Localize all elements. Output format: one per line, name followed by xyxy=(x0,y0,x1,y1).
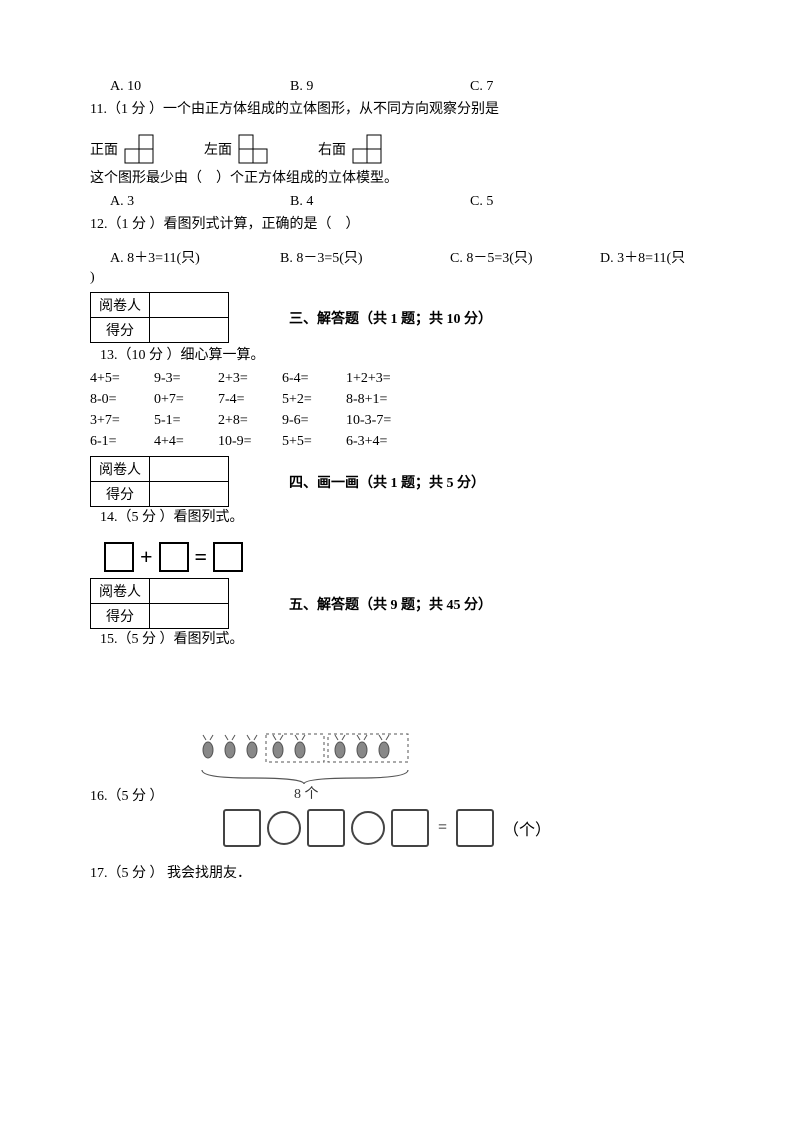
score-val2 xyxy=(150,318,229,343)
section5-line: 阅卷人 得分 五、解答题（共 9 题；共 45 分） xyxy=(90,578,704,629)
q13-cell: 7-4= xyxy=(218,389,282,410)
eq-box-icon xyxy=(456,809,494,847)
section5-title: 五、解答题（共 9 题；共 45 分） xyxy=(289,594,492,614)
q11-choices: A. 3 B. 4 C. 5 xyxy=(90,191,704,212)
q16-tail: （个） xyxy=(503,816,551,840)
score-val1 xyxy=(150,293,229,318)
eq-box-icon xyxy=(213,542,243,572)
q11-front-group: 正面 xyxy=(90,134,174,164)
eq-box-icon xyxy=(104,542,134,572)
q11-front-icon xyxy=(124,134,168,164)
brace-label: 8 个 xyxy=(294,786,319,802)
q14-stem: 14.（5 分 ）看图列式。 xyxy=(100,507,704,528)
q11-left-icon xyxy=(238,134,282,164)
q13-cell: 4+5= xyxy=(90,368,154,389)
score-table-5: 阅卷人 得分 xyxy=(90,578,229,629)
section3-line: 阅卷人 得分 三、解答题（共 1 题；共 10 分） xyxy=(90,292,704,343)
score-row1: 阅卷人 xyxy=(91,579,150,604)
eq-box-icon xyxy=(159,542,189,572)
q11-right-icon xyxy=(352,134,396,164)
q12-choice-c: C. 8－5=3(只) xyxy=(450,247,600,267)
q13-cell: 10-3-7= xyxy=(346,410,430,431)
q11-choice-c: C. 5 xyxy=(470,191,650,212)
score-row2: 得分 xyxy=(91,482,150,507)
q16-row: 16.（5 分 ） 8 个 xyxy=(90,722,704,809)
q11-choice-a: A. 3 xyxy=(110,191,290,212)
q10-choice-b: B. 9 xyxy=(290,76,470,97)
q11-right-label: 右面 xyxy=(318,139,346,159)
q13-cell: 9-6= xyxy=(282,410,346,431)
q13-cell: 8-8+1= xyxy=(346,389,430,410)
score-table-4: 阅卷人 得分 xyxy=(90,456,229,507)
score-row2: 得分 xyxy=(91,604,150,629)
score-val1 xyxy=(150,457,229,482)
q13-cell: 6-1= xyxy=(90,431,154,452)
q16-equation: = （个） xyxy=(220,809,704,847)
q12-choice-d: D. 3＋8=11(只 xyxy=(600,247,685,267)
q10-choices: A. 10 B. 9 C. 7 xyxy=(90,76,704,97)
score-table-3: 阅卷人 得分 xyxy=(90,292,229,343)
q12-paren: ) xyxy=(90,267,704,288)
equals-icon: = xyxy=(195,544,208,570)
score-row1: 阅卷人 xyxy=(91,293,150,318)
score-val1 xyxy=(150,579,229,604)
section4-title: 四、画一画（共 1 题；共 5 分） xyxy=(289,472,485,492)
q13-cell: 5+2= xyxy=(282,389,346,410)
q13-cell: 8-0= xyxy=(90,389,154,410)
q13-row-3: 6-1= 4+4= 10-9= 5+5= 6-3+4= xyxy=(90,431,704,452)
q13-cell: 0+7= xyxy=(154,389,218,410)
eq-circle-icon xyxy=(267,811,301,845)
q11-views: 正面 左面 右面 xyxy=(90,134,704,164)
q11-left-label: 左面 xyxy=(204,139,232,159)
q16-figure: 8 个 xyxy=(194,732,414,807)
q13-cell: 2+8= xyxy=(218,410,282,431)
q12-stem: 12.（1 分 ）看图列式计算，正确的是（ ） xyxy=(90,214,704,235)
q16-stem: 16.（5 分 ） xyxy=(90,736,164,807)
q13-cell: 6-4= xyxy=(282,368,346,389)
carrot-group-icon: 8 个 xyxy=(194,732,414,802)
q10-choice-a: A. 10 xyxy=(110,76,290,97)
q13-cell: 3+7= xyxy=(90,410,154,431)
q13-cell: 9-3= xyxy=(154,368,218,389)
plus-icon: + xyxy=(140,544,153,570)
q11-line2: 这个图形最少由（ ）个正方体组成的立体模型。 xyxy=(90,168,704,189)
score-val2 xyxy=(150,604,229,629)
q13-cell: 10-9= xyxy=(218,431,282,452)
q12-choice-a: A. 8＋3=11(只) xyxy=(110,247,280,267)
q17-stem: 17.（5 分 ） 我会找朋友． xyxy=(90,863,704,884)
eq-box-icon xyxy=(223,809,261,847)
q12-choices: A. 8＋3=11(只) B. 8－3=5(只) C. 8－5=3(只) D. … xyxy=(90,247,704,267)
q14-equation: + = xyxy=(100,542,704,572)
q13-row-2: 3+7= 5-1= 2+8= 9-6= 10-3-7= xyxy=(90,410,704,431)
section3-title: 三、解答题（共 1 题；共 10 分） xyxy=(289,308,492,328)
score-row1: 阅卷人 xyxy=(91,457,150,482)
q13-grid: 4+5= 9-3= 2+3= 6-4= 1+2+3= 8-0= 0+7= 7-4… xyxy=(90,368,704,452)
eq-box-icon xyxy=(391,809,429,847)
q13-cell: 6-3+4= xyxy=(346,431,430,452)
q13-cell: 1+2+3= xyxy=(346,368,430,389)
q11-choice-b: B. 4 xyxy=(290,191,470,212)
q11-right-group: 右面 xyxy=(318,134,402,164)
q11-left-group: 左面 xyxy=(204,134,288,164)
q11-front-label: 正面 xyxy=(90,139,118,159)
q13-cell: 4+4= xyxy=(154,431,218,452)
q13-cell: 5-1= xyxy=(154,410,218,431)
q13-cell: 5+5= xyxy=(282,431,346,452)
score-val2 xyxy=(150,482,229,507)
q13-row-0: 4+5= 9-3= 2+3= 6-4= 1+2+3= xyxy=(90,368,704,389)
q10-choice-c: C. 7 xyxy=(470,76,650,97)
q11-stem: 11.（1 分 ）一个由正方体组成的立体图形，从不同方向观察分别是 xyxy=(90,99,704,120)
q13-cell: 2+3= xyxy=(218,368,282,389)
section4-line: 阅卷人 得分 四、画一画（共 1 题；共 5 分） xyxy=(90,456,704,507)
eq-circle-icon xyxy=(351,811,385,845)
q13-stem: 13.（10 分 ）细心算一算。 xyxy=(100,345,704,366)
q13-row-1: 8-0= 0+7= 7-4= 5+2= 8-8+1= xyxy=(90,389,704,410)
score-row2: 得分 xyxy=(91,318,150,343)
eq-box-icon xyxy=(307,809,345,847)
equals-icon: = xyxy=(438,819,447,837)
q15-stem: 15.（5 分 ）看图列式。 xyxy=(100,629,704,650)
q12-choice-b: B. 8－3=5(只) xyxy=(280,247,450,267)
